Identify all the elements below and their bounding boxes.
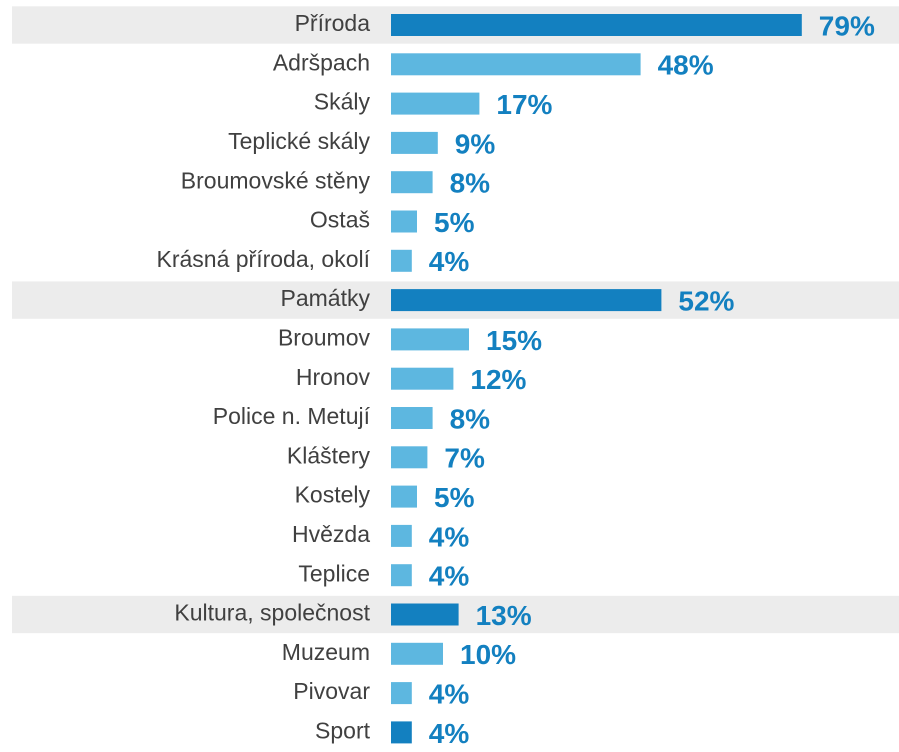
- value-label: 7%: [444, 443, 485, 474]
- category-label: Kláštery: [287, 442, 371, 468]
- value-label: 79%: [819, 10, 875, 41]
- value-label: 12%: [470, 364, 526, 395]
- category-label: Broumovské stěny: [181, 167, 371, 193]
- bar: [391, 446, 428, 469]
- category-label: Broumov: [278, 324, 371, 350]
- value-label: 8%: [450, 168, 491, 199]
- bar: [391, 367, 454, 390]
- value-label: 9%: [455, 128, 496, 159]
- value-label: 4%: [429, 718, 470, 749]
- value-label: 52%: [678, 285, 734, 316]
- bar: [391, 524, 412, 547]
- value-label: 5%: [434, 482, 475, 513]
- value-label: 48%: [658, 50, 714, 81]
- category-label: Teplické skály: [228, 128, 370, 154]
- bar: [391, 485, 417, 508]
- bar: [391, 210, 417, 233]
- category-label: Krásná příroda, okolí: [156, 246, 370, 272]
- category-label: Kultura, společnost: [174, 600, 370, 626]
- category-label: Příroda: [295, 10, 371, 36]
- bar: [391, 721, 412, 744]
- category-label: Ostaš: [310, 207, 370, 233]
- value-label: 4%: [429, 521, 470, 552]
- bar: [391, 131, 438, 154]
- bar: [391, 642, 443, 665]
- value-label: 15%: [486, 325, 542, 356]
- bar: [391, 92, 480, 115]
- bar: [391, 328, 469, 351]
- category-label: Hvězda: [292, 521, 370, 547]
- value-label: 17%: [496, 89, 552, 120]
- value-label: 4%: [429, 246, 470, 277]
- bar: [391, 249, 412, 272]
- category-label: Kostely: [295, 482, 371, 508]
- value-label: 5%: [434, 207, 475, 238]
- bar: [391, 289, 662, 312]
- category-label: Skály: [314, 89, 371, 115]
- category-label: Památky: [281, 285, 371, 311]
- bar: [391, 53, 641, 76]
- category-label: Teplice: [298, 560, 370, 586]
- value-label: 4%: [429, 561, 470, 592]
- bar: [391, 14, 802, 36]
- category-label: Muzeum: [282, 639, 370, 665]
- bar: [391, 603, 459, 626]
- bar: [391, 171, 433, 194]
- category-label: Adršpach: [273, 49, 370, 75]
- category-label: Hronov: [296, 364, 371, 390]
- value-label: 4%: [429, 678, 470, 709]
- value-label: 10%: [460, 639, 516, 670]
- category-label: Sport: [315, 717, 371, 743]
- value-label: 8%: [450, 403, 491, 434]
- bar: [391, 407, 433, 429]
- bar: [391, 564, 412, 587]
- bar: [391, 682, 412, 705]
- category-label: Police n. Metují: [213, 403, 371, 429]
- value-label: 13%: [476, 600, 532, 631]
- category-label: Pivovar: [293, 678, 370, 704]
